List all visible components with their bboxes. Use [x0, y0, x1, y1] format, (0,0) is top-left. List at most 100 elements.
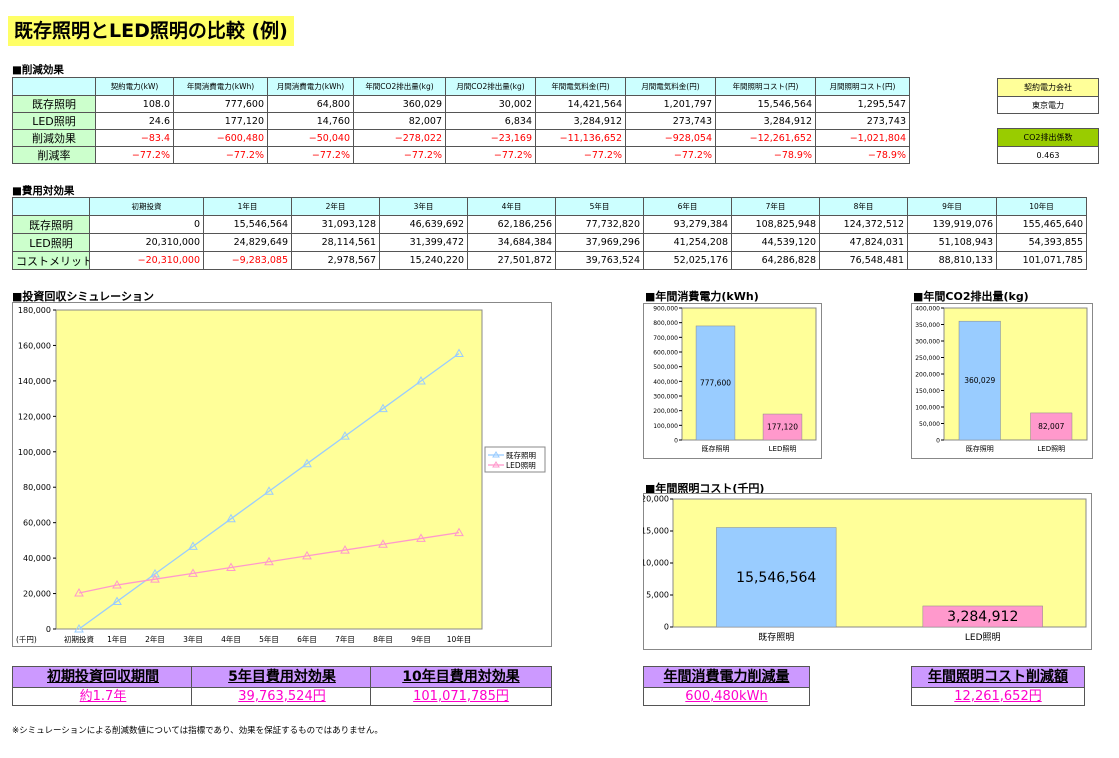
data-point — [150, 568, 160, 578]
y-tick-label: 10,000 — [643, 559, 669, 568]
table-cell: −77.2% — [353, 146, 446, 164]
page-title: 既存照明とLED照明の比較 (例) — [8, 16, 294, 46]
table-cell: −600,480 — [173, 129, 268, 147]
table-row: 既存照明 108.0 777,600 64,800 360,029 30,002 14,42… — [12, 95, 910, 113]
table-cell: 3,284,912 — [715, 112, 816, 130]
table-cell: −78.9% — [815, 146, 910, 164]
table-cell: 777,600 — [173, 95, 268, 113]
y-tick-label: 60,000 — [23, 519, 51, 528]
table-cell: 46,639,692 — [379, 215, 468, 234]
row-label: 削減率 — [12, 146, 96, 164]
summary-label: 10年目費用対効果 — [371, 667, 551, 688]
column-header: 10年目 — [996, 197, 1087, 216]
table-row: 削減効果 −83.4 −600,480 −50,040 −278,022 −23,169−… — [12, 129, 910, 147]
data-point — [112, 579, 122, 589]
y-tick-label: 140,000 — [18, 377, 51, 386]
table-row: コストメリット −20,310,000 −9,283,085 2,978,567 15,… — [12, 251, 1087, 270]
x-tick-label: LED照明 — [965, 632, 1001, 643]
summary-payback-period: 初期投資回収期間 約1.7年 — [12, 666, 194, 706]
table-cell: 52,025,176 — [643, 251, 732, 270]
kwh-chart-title: ■年間消費電力(kWh) — [645, 290, 759, 303]
table-cell: 37,969,296 — [555, 233, 644, 252]
data-point — [416, 376, 426, 385]
table-cell: 51,108,943 — [907, 233, 997, 252]
table-cell: −77.2% — [95, 146, 174, 164]
summary-label: 初期投資回収期間 — [13, 667, 193, 688]
x-tick-label: 3年目 — [183, 634, 203, 644]
table-cell: 82,007 — [353, 112, 446, 130]
series-line — [78, 352, 460, 630]
column-header: 1年目 — [203, 197, 292, 216]
bar — [762, 413, 803, 441]
column-header: 4年目 — [467, 197, 556, 216]
legend-box — [484, 446, 546, 473]
summary-5year-effect: 5年目費用対効果 39,763,524円 — [191, 666, 373, 706]
co2-factor-label: CO2排出係数 — [997, 128, 1099, 147]
table-cell: 20,310,000 — [89, 233, 204, 252]
row-label: 既存照明 — [12, 215, 90, 234]
table-cell: 88,810,133 — [907, 251, 997, 270]
data-point — [188, 541, 198, 550]
y-tick-label: 5,000 — [646, 591, 669, 600]
summary-cost-reduction: 年間照明コスト削減額 12,261,652円 — [911, 666, 1085, 706]
table-cell: 155,465,640 — [996, 215, 1087, 234]
bar-value-label: 3,284,912 — [947, 609, 1018, 625]
y-tick-label: 15,000 — [643, 527, 669, 536]
table-cell: 64,286,828 — [731, 251, 820, 270]
co2-factor-value: 0.463 — [997, 146, 1099, 164]
table-cell: 44,539,120 — [731, 233, 820, 252]
summary-10year-effect: 10年目費用対効果 101,071,785円 — [370, 666, 552, 706]
y-tick-label: 700,000 — [653, 335, 678, 342]
data-point — [302, 550, 312, 560]
bar-value-label: 15,546,564 — [736, 570, 816, 586]
bar — [1030, 412, 1073, 441]
payback-chart-title: ■投資回収シミュレーション — [12, 290, 154, 303]
table-cell: 24.6 — [95, 112, 174, 130]
cost-table: 初期投資 1年目 2年目 3年目 4年目 5年目 6年目 7年目 8年目 9年目 10年目 既存照明… — [12, 197, 1087, 270]
reduction-table: 契約電力(kW) 年間消費電力(kWh) 月間消費電力(kWh) 年間CO2排出量(k… — [12, 77, 910, 164]
summary-value: 12,261,652円 — [912, 688, 1084, 705]
table-cell: −278,022 — [353, 129, 446, 147]
table-cell: −23,169 — [445, 129, 536, 147]
column-header: 年間CO2排出量(kg) — [353, 77, 446, 96]
table-row: 既存照明 0 15,546,564 31,093,128 46,639,692 62,18… — [12, 215, 1087, 234]
table-cell: 14,760 — [267, 112, 354, 130]
kwh-bar-chart: 0 100,000 200,000 300,000 400,000 500,000 600,… — [643, 303, 822, 459]
data-point — [112, 596, 122, 605]
table-cell: −11,136,652 — [535, 129, 626, 147]
table-cell: 47,824,031 — [819, 233, 908, 252]
data-point — [264, 556, 274, 566]
table-cell: 15,546,564 — [715, 95, 816, 113]
column-header: 年間電気料金(円) — [535, 77, 626, 96]
legend-label: 既存照明 — [506, 450, 536, 460]
y-tick-label: 20,000 — [643, 495, 669, 504]
table-cell: 31,399,472 — [379, 233, 468, 252]
data-point — [454, 348, 464, 357]
disclaimer-note: ※シミュレーションによる削減数値については指標であり、効果を保証するものではあり… — [12, 726, 383, 736]
y-tick-label: 400,000 — [915, 306, 940, 313]
co2-chart-title: ■年間CO2排出量(kg) — [913, 290, 1029, 303]
table-cell: −77.2% — [267, 146, 354, 164]
column-header: 月間電気料金(円) — [625, 77, 716, 96]
y-tick-label: 200,000 — [915, 372, 940, 379]
y-tick-label: 600,000 — [653, 350, 678, 357]
y-tick-label: 20,000 — [23, 590, 51, 599]
row-label: 削減効果 — [12, 129, 96, 147]
y-tick-label: 120,000 — [18, 412, 51, 421]
y-tick-label: 400,000 — [653, 379, 678, 386]
table-cell: 27,501,872 — [467, 251, 556, 270]
table-cell: 2,978,567 — [291, 251, 380, 270]
column-header: 年間照明コスト(円) — [715, 77, 816, 96]
y-unit-label: (千円) — [16, 634, 37, 644]
x-tick-label: 5年目 — [259, 634, 279, 644]
table-cell: 273,743 — [815, 112, 910, 130]
series-line — [78, 531, 460, 594]
y-tick-label: 300,000 — [653, 394, 678, 401]
column-header: 5年目 — [555, 197, 644, 216]
company-value: 東京電力 — [997, 96, 1099, 114]
y-tick-label: 300,000 — [915, 339, 940, 346]
table-cell: 0 — [89, 215, 204, 234]
table-cell: 54,393,855 — [996, 233, 1087, 252]
data-point — [340, 431, 350, 440]
summary-label: 年間消費電力削減量 — [644, 667, 809, 688]
